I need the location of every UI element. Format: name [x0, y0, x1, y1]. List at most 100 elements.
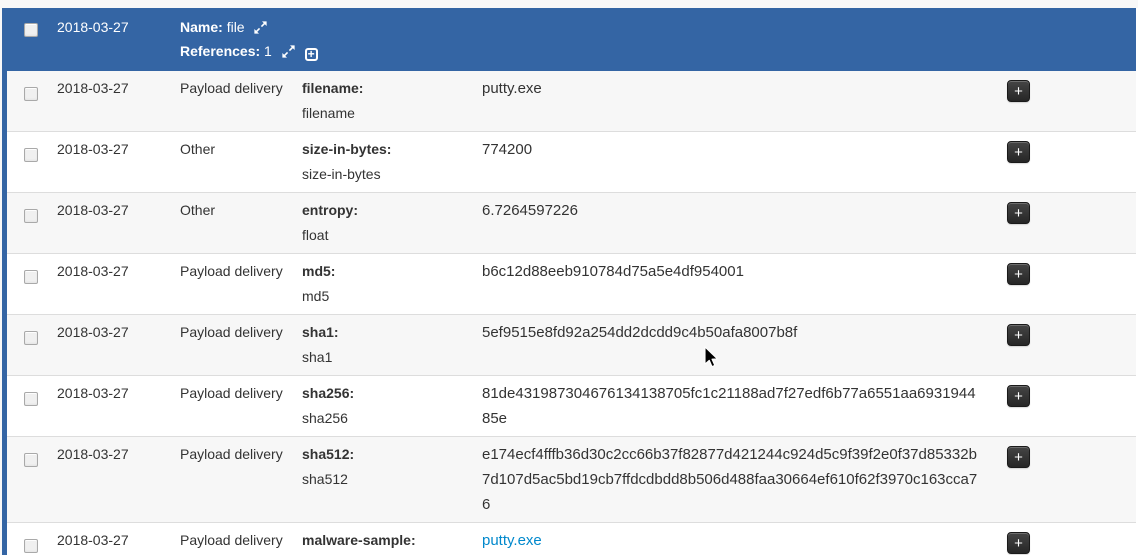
- row-checkbox-cell: [7, 192, 51, 254]
- attribute-date: 2018-03-27: [51, 314, 174, 376]
- attribute-select-checkbox[interactable]: [24, 148, 38, 162]
- add-attribute-button[interactable]: +: [1007, 324, 1030, 346]
- attribute-row: 2018-03-27 Payload delivery filename: fi…: [7, 70, 1136, 132]
- expand-object-icon[interactable]: [254, 21, 268, 34]
- attribute-type-name: size-in-bytes: [302, 166, 381, 182]
- attribute-select-checkbox[interactable]: [24, 209, 38, 223]
- attribute-actions-cell: +: [985, 314, 1136, 376]
- row-checkbox-cell: [7, 314, 51, 376]
- attribute-date: 2018-03-27: [51, 192, 174, 254]
- attribute-actions-cell: +: [985, 436, 1136, 523]
- add-attribute-button[interactable]: +: [1007, 80, 1030, 102]
- attribute-value-cell: 774200: [476, 131, 985, 193]
- attribute-value: e174ecf4fffb36d30c2cc66b37f82877d421244c…: [482, 446, 978, 513]
- attribute-value-cell: 81de431987304676134138705fc1c21188ad7f27…: [476, 375, 985, 437]
- attribute-actions-cell: +: [985, 131, 1136, 193]
- add-attribute-button[interactable]: +: [1007, 532, 1030, 554]
- object-select-checkbox[interactable]: [24, 23, 38, 37]
- attribute-type-cell: md5: md5: [296, 253, 476, 315]
- attribute-select-checkbox[interactable]: [24, 539, 38, 553]
- attribute-type-name: sha512: [302, 471, 348, 487]
- row-checkbox-cell: [7, 131, 51, 193]
- attribute-actions-cell: +: [985, 375, 1136, 437]
- attribute-relation-label: filename:: [302, 80, 364, 96]
- attribute-value-cell: 6.7264597226: [476, 192, 985, 254]
- add-attribute-button[interactable]: +: [1007, 385, 1030, 407]
- attribute-value: b6c12d88eeb910784d75a5e4df954001: [482, 263, 744, 280]
- attribute-value: 6.7264597226: [482, 202, 578, 219]
- attribute-value-cell: putty.exe: [476, 70, 985, 132]
- attribute-type-cell: sha512: sha512: [296, 436, 476, 523]
- attribute-value-link[interactable]: putty.exe: [482, 532, 542, 549]
- attribute-type-name: float: [302, 227, 329, 243]
- attribute-type-name: sha1: [302, 349, 333, 365]
- add-attribute-button[interactable]: +: [1007, 263, 1030, 285]
- add-attribute-button[interactable]: +: [1007, 446, 1030, 468]
- attribute-value: 81de431987304676134138705fc1c21188ad7f27…: [482, 385, 976, 427]
- attribute-select-checkbox[interactable]: [24, 453, 38, 467]
- attribute-type-cell: sha256: sha256: [296, 375, 476, 437]
- attribute-date: 2018-03-27: [51, 253, 174, 315]
- attribute-row: 2018-03-27 Payload delivery sha1: sha1 5…: [7, 314, 1136, 376]
- attribute-value: putty.exe: [482, 80, 542, 97]
- row-checkbox-cell: [7, 253, 51, 315]
- attribute-category: Other: [174, 192, 296, 254]
- attribute-row: 2018-03-27 Payload delivery sha256: sha2…: [7, 375, 1136, 437]
- attribute-category: Payload delivery: [174, 70, 296, 132]
- add-attribute-button[interactable]: +: [1007, 141, 1030, 163]
- attribute-row: 2018-03-27 Other entropy: float 6.726459…: [7, 192, 1136, 254]
- attribute-date: 2018-03-27: [51, 70, 174, 132]
- attribute-value: 774200: [482, 141, 533, 158]
- attribute-category: Payload delivery: [174, 522, 296, 555]
- attribute-category: Payload delivery: [174, 253, 296, 315]
- object-name-line: Name: file: [180, 15, 1130, 39]
- attribute-category: Other: [174, 131, 296, 193]
- object-attributes-table: 2018-03-27 Name: file References: 1: [2, 8, 1138, 555]
- attribute-date: 2018-03-27: [51, 522, 174, 555]
- attribute-category: Payload delivery: [174, 375, 296, 437]
- attribute-relation-label: entropy:: [302, 202, 358, 218]
- attribute-row: 2018-03-27 Payload delivery malware-samp…: [7, 522, 1136, 555]
- row-checkbox-cell: [7, 522, 51, 555]
- attribute-date: 2018-03-27: [51, 375, 174, 437]
- attribute-actions-cell: +: [985, 70, 1136, 132]
- attribute-relation-label: md5:: [302, 263, 336, 279]
- attribute-select-checkbox[interactable]: [24, 392, 38, 406]
- object-references-count: 1: [264, 43, 272, 59]
- attribute-actions-cell: +: [985, 253, 1136, 315]
- object-name-value: file: [226, 19, 245, 35]
- attribute-relation-label: sha1:: [302, 324, 339, 340]
- attribute-type-name: sha256: [302, 410, 348, 426]
- attribute-relation-label: sha256:: [302, 385, 355, 401]
- object-name-label: Name:: [180, 19, 223, 35]
- attribute-category: Payload delivery: [174, 436, 296, 523]
- attribute-value: 5ef9515e8fd92a254dd2dcdd9c4b50afa8007b8f: [482, 324, 798, 341]
- object-header-checkbox-cell: [7, 8, 51, 71]
- attribute-row: 2018-03-27 Other size-in-bytes: size-in-…: [7, 131, 1136, 193]
- add-attribute-button[interactable]: +: [1007, 202, 1030, 224]
- object-references-label: References:: [180, 43, 261, 59]
- attribute-value-cell: putty.exe: [476, 522, 985, 555]
- attribute-select-checkbox[interactable]: [24, 331, 38, 345]
- attribute-select-checkbox[interactable]: [24, 270, 38, 284]
- attribute-rows: 2018-03-27 Name: file References: 1: [7, 8, 1136, 555]
- attribute-category: Payload delivery: [174, 314, 296, 376]
- object-references-line: References: 1 +: [180, 39, 1130, 63]
- attribute-actions-cell: +: [985, 192, 1136, 254]
- attribute-relation-label: sha512:: [302, 446, 355, 462]
- row-checkbox-cell: [7, 70, 51, 132]
- attribute-date: 2018-03-27: [51, 131, 174, 193]
- expand-references-icon[interactable]: [282, 45, 295, 58]
- attribute-select-checkbox[interactable]: [24, 87, 38, 101]
- attribute-type-name: md5: [302, 288, 330, 304]
- attribute-type-name: filename: [302, 105, 355, 121]
- attribute-actions-cell: +: [985, 522, 1136, 555]
- attribute-value-cell: 5ef9515e8fd92a254dd2dcdd9c4b50afa8007b8f: [476, 314, 985, 376]
- attribute-row: 2018-03-27 Payload delivery sha512: sha5…: [7, 436, 1136, 523]
- row-checkbox-cell: [7, 436, 51, 523]
- object-header-row: 2018-03-27 Name: file References: 1: [7, 8, 1136, 71]
- add-reference-icon[interactable]: +: [304, 48, 318, 61]
- attribute-type-cell: sha1: sha1: [296, 314, 476, 376]
- row-checkbox-cell: [7, 375, 51, 437]
- object-header-info-cell: Name: file References: 1: [174, 8, 1136, 71]
